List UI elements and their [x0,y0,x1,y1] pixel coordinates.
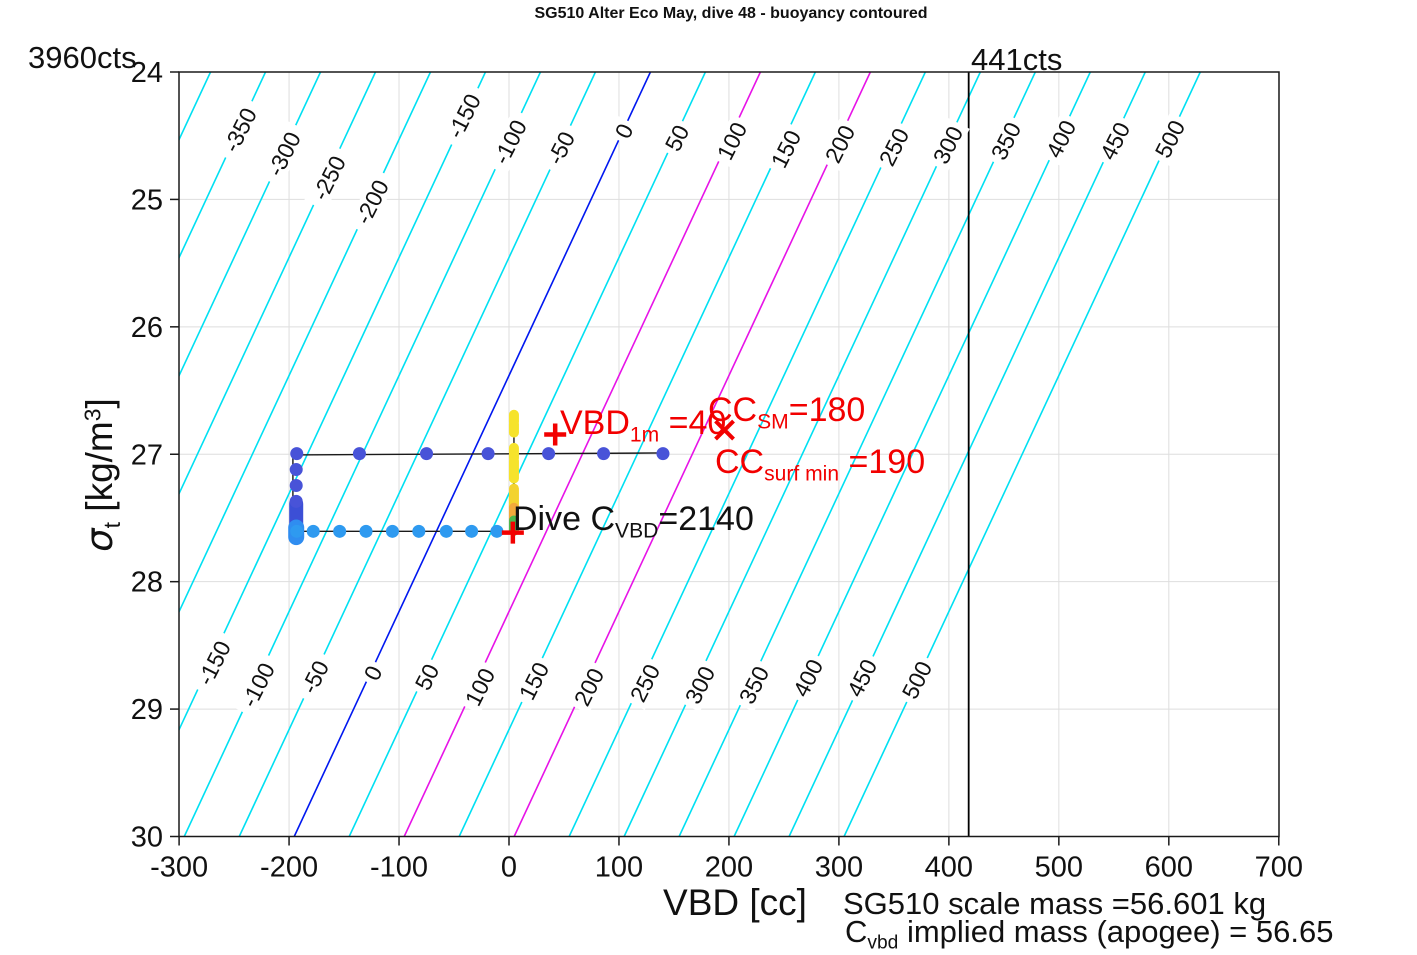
contour-label: -50 [293,649,337,705]
x-tick-label: 300 [815,852,863,884]
trace-points [289,447,670,538]
trace-point [306,524,320,538]
chart-title: SG510 Alter Eco May, dive 48 - buoyancy … [534,5,928,22]
contour-label: 300 [926,117,970,173]
contour-label: -300 [259,120,309,188]
x-tick-labels: -300 -200 -100 0 100 200 300 400 500 600 700 [150,852,1303,884]
trace-point [359,524,373,538]
contour-label: -200 [347,168,397,236]
y-tick-label: 24 [131,57,163,89]
contour-label: 250 [872,119,916,175]
trace-point [333,524,347,538]
contour-label: 0 [357,657,389,689]
x-tick-label: 200 [705,852,753,884]
y-tick-label: 27 [131,439,163,471]
contour-label: -50 [539,120,583,176]
axis-ticks [170,71,1280,846]
trace-point [412,524,426,538]
x-axis-label: VBD [cc] [663,882,807,923]
contour-label: -350 [215,96,265,164]
x-tick-label: 0 [501,852,517,884]
red-reference-markers [501,419,735,544]
y-tick-label: 25 [131,184,163,216]
x-tick-label: 600 [1145,852,1193,884]
trace-point [290,447,304,461]
x-tick-label: 500 [1035,852,1083,884]
annotation-dive-cvbd: Dive CVBD=2140 [513,500,754,543]
annotation-cc-surf-min: CCsurf min =190 [715,443,926,486]
x-tick-label: -100 [370,852,428,884]
scale-mass-note: SG510 scale mass =56.601 kg [843,886,1267,921]
contour-label: 450 [1093,113,1137,169]
x-tick-label: 400 [925,852,973,884]
contour-label: -150 [189,629,239,697]
trace-point [289,494,303,508]
contour-label: 0 [608,115,640,147]
vline-counts-label: 441cts [971,42,1063,77]
left-edge-counts-label: 3960cts [28,40,137,75]
contour-label: 350 [732,657,776,713]
plus-marker [501,521,524,544]
contour-label: -150 [439,82,489,150]
contour-label: 50 [658,116,696,160]
trace-point [465,524,479,538]
trace-point [597,447,611,461]
contour-label: 400 [1039,111,1083,167]
y-tick-label: 30 [131,822,163,854]
contour-label: -100 [485,108,535,176]
x-tick-label: -200 [260,852,318,884]
contour-label: -100 [233,651,283,719]
y-tick-label: 29 [131,694,163,726]
y-tick-label: 28 [131,567,163,599]
contour-label: 150 [512,653,556,709]
contour-label: -250 [304,144,354,212]
x-tick-label: -300 [150,852,208,884]
contour-label: 400 [786,650,830,706]
contour-label: 250 [623,655,667,711]
trace-point [352,447,366,461]
trace-point [490,524,504,538]
contour-label: 500 [895,652,939,708]
plus-marker [544,423,567,446]
contour-label: 350 [984,113,1028,169]
contour-label: 200 [567,659,611,715]
contour-label: 450 [840,650,884,706]
trace-point [656,447,670,461]
contour-label: 200 [818,116,862,172]
contour-label: 50 [408,655,446,699]
trace-point [439,524,453,538]
trace-point [289,463,303,477]
trace-point [420,447,434,461]
trace-point [542,447,556,461]
contour-label: 300 [678,657,722,713]
y-axis-label: σt [kg/m3] [78,398,126,552]
x-marker [714,419,735,441]
x-tick-label: 100 [595,852,643,884]
contour-labels: -350 -300 -250-200-150 -100 -50 0 50 100 150 200 2… [189,82,1192,719]
annotation-vbd-1m: VBD1m =40 [560,404,727,447]
annotation-cc-sm: CCSM=180 [708,391,866,434]
y-tick-labels: 24 25 26 27 28 29 30 [131,57,163,854]
trace-point [290,524,304,538]
y-tick-label: 26 [131,312,163,344]
x-tick-label: 700 [1255,852,1303,884]
trace-point [289,478,303,492]
contour-label: 500 [1148,111,1192,167]
contour-label: 100 [710,113,754,169]
implied-mass-note: Cvbd implied mass (apogee) = 56.65 [845,914,1334,954]
trace-point [481,447,495,461]
trace-point [385,524,399,538]
